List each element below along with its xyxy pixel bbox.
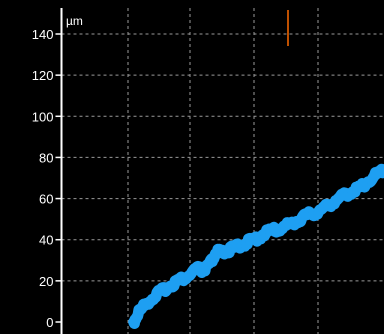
data-point <box>155 290 162 297</box>
y-tick-label: 0 <box>46 315 53 330</box>
data-point <box>219 249 226 256</box>
data-point <box>174 277 181 284</box>
y-tick-label: 80 <box>39 150 53 165</box>
data-point <box>206 261 213 268</box>
y-axis-unit-label: µm <box>66 14 83 28</box>
data-point <box>332 197 339 204</box>
y-tick-label: 40 <box>39 233 53 248</box>
y-axis-ticks: 0 20 40 60 80 100 120 140 <box>32 27 62 330</box>
y-tick-label: 120 <box>32 68 54 83</box>
y-tick-label: 60 <box>39 192 53 207</box>
data-point <box>313 210 320 216</box>
data-point <box>145 298 152 305</box>
data-series <box>128 163 384 329</box>
y-tick-label: 140 <box>32 27 54 42</box>
data-point <box>293 218 300 225</box>
data-point <box>322 203 329 210</box>
data-point <box>135 308 142 315</box>
y-tick-label: 100 <box>32 109 54 124</box>
data-point <box>303 212 310 218</box>
data-point <box>361 181 368 188</box>
data-point <box>193 265 200 272</box>
data-point <box>381 166 384 173</box>
data-point <box>284 222 291 229</box>
data-point <box>213 249 220 256</box>
data-point <box>226 247 233 253</box>
data-point <box>255 234 262 241</box>
data-point <box>200 267 207 274</box>
data-point <box>371 172 378 179</box>
data-point <box>264 228 271 235</box>
data-point <box>352 187 358 194</box>
data-point <box>274 226 281 233</box>
data-point <box>245 238 252 245</box>
data-point <box>164 284 171 290</box>
y-tick-label: 20 <box>39 274 53 289</box>
data-point <box>342 191 349 198</box>
data-point <box>130 319 137 325</box>
data-point <box>235 242 242 249</box>
data-point <box>184 273 191 280</box>
